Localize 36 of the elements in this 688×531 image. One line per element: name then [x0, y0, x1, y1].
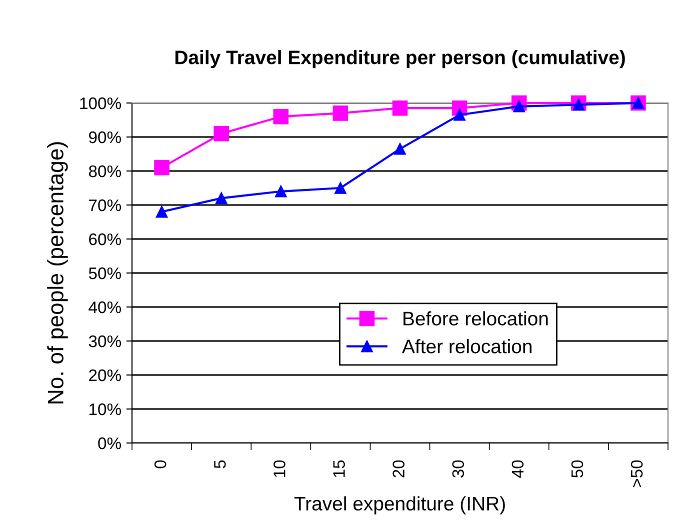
- y-tick-label: 60%: [89, 233, 121, 246]
- legend-label: After relocation: [402, 339, 532, 354]
- chart-title: Daily Travel Expenditure per person (cumulative): [175, 50, 625, 68]
- y-tick-label: 50%: [88, 267, 121, 280]
- y-tick-label: 10%: [89, 403, 121, 416]
- point: [394, 142, 406, 155]
- x-tick-label: 5: [214, 460, 226, 468]
- x-tick-label: 0: [154, 460, 166, 468]
- point: [392, 100, 408, 116]
- y-tick-label: 30%: [88, 335, 121, 348]
- point: [156, 206, 168, 218]
- point: [334, 182, 346, 194]
- point: [154, 160, 170, 176]
- x-tick-label: 20: [392, 460, 404, 478]
- x-tick-label: >50: [630, 460, 643, 488]
- x-tick-label: 10: [274, 460, 286, 477]
- point: [215, 192, 228, 204]
- y-tick-label: 0%: [98, 437, 121, 450]
- point: [214, 126, 229, 142]
- y-axis-title: No. of people (percentage): [47, 142, 68, 404]
- x-tick-label: 50: [571, 460, 584, 478]
- x-tick-label: 40: [512, 460, 524, 478]
- x-axis-title: Travel expenditure (INR): [294, 496, 505, 514]
- y-tick-label: 40%: [88, 301, 121, 314]
- y-tick-label: 80%: [88, 165, 121, 178]
- point: [273, 108, 289, 124]
- point: [332, 106, 348, 121]
- point: [454, 108, 466, 121]
- y-tick-label: 90%: [89, 131, 121, 144]
- y-tick-label: 70%: [89, 199, 121, 212]
- y-tick-label: 20%: [89, 369, 121, 382]
- x-tick-label: 30: [452, 460, 464, 478]
- y-tick-label: 100%: [80, 97, 121, 110]
- x-tick-label: 15: [333, 460, 345, 477]
- point: [274, 185, 287, 198]
- legend-label: Before relocation: [404, 311, 548, 326]
